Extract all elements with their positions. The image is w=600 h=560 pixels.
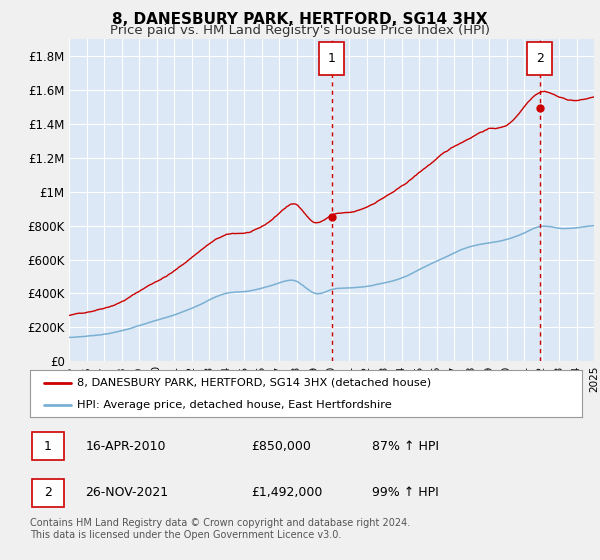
Text: HPI: Average price, detached house, East Hertfordshire: HPI: Average price, detached house, East…: [77, 400, 392, 410]
Text: 2: 2: [44, 487, 52, 500]
Text: £1,492,000: £1,492,000: [251, 487, 322, 500]
Text: 16-APR-2010: 16-APR-2010: [85, 440, 166, 452]
Text: 1: 1: [328, 52, 335, 65]
Text: Contains HM Land Registry data © Crown copyright and database right 2024.
This d: Contains HM Land Registry data © Crown c…: [30, 518, 410, 540]
FancyBboxPatch shape: [319, 43, 344, 74]
FancyBboxPatch shape: [32, 479, 64, 507]
Text: 1: 1: [44, 440, 52, 452]
Text: 26-NOV-2021: 26-NOV-2021: [85, 487, 169, 500]
FancyBboxPatch shape: [527, 43, 553, 74]
Text: 8, DANESBURY PARK, HERTFORD, SG14 3HX (detached house): 8, DANESBURY PARK, HERTFORD, SG14 3HX (d…: [77, 378, 431, 388]
Text: 87% ↑ HPI: 87% ↑ HPI: [372, 440, 439, 452]
FancyBboxPatch shape: [32, 432, 64, 460]
Text: 8, DANESBURY PARK, HERTFORD, SG14 3HX: 8, DANESBURY PARK, HERTFORD, SG14 3HX: [112, 12, 488, 27]
Text: £850,000: £850,000: [251, 440, 311, 452]
Text: 2: 2: [536, 52, 544, 65]
Text: 99% ↑ HPI: 99% ↑ HPI: [372, 487, 439, 500]
Text: Price paid vs. HM Land Registry's House Price Index (HPI): Price paid vs. HM Land Registry's House …: [110, 24, 490, 37]
